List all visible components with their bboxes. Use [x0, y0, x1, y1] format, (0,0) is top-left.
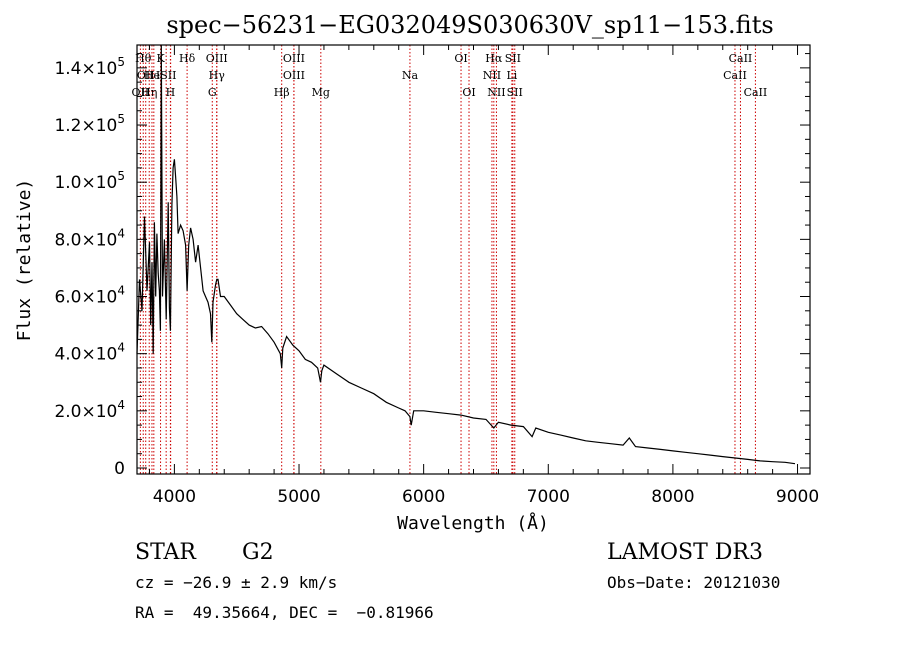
spectral-line-label: OI [454, 52, 467, 65]
y-tick-label: 2.0×104 [54, 398, 125, 422]
spectral-line-label: Na [402, 69, 419, 82]
y-tick-label: 8.0×104 [54, 226, 125, 250]
object-class: STAR [135, 540, 197, 565]
spectral-line-label: Hγ [209, 69, 226, 82]
spectral-line-label: CaII [729, 52, 753, 65]
y-tick-label: 1.4×105 [54, 55, 125, 79]
x-tick-label: 4000 [153, 487, 196, 507]
spectral-line-label: Hη [141, 86, 157, 99]
y-tick-label: 1.0×105 [54, 169, 125, 193]
x-axis-ticks: 4000 5000 6000 7000 8000 9000 [148, 45, 819, 507]
y-tick-label: 4.0×104 [54, 341, 125, 365]
spectral-line-label: SII [507, 86, 523, 99]
redshift-velocity: cz = −26.9 ± 2.9 km/s [135, 573, 337, 592]
spectral-line-label: G [208, 86, 217, 99]
spectral-line-label: CaII [744, 86, 768, 99]
chart-title: spec−56231−EG032049S030630V_sp11−153.fit… [166, 11, 773, 39]
spectral-line-label: OII [137, 69, 155, 82]
spectral-line-label: Hα [485, 52, 503, 65]
x-tick-label: 5000 [277, 487, 320, 507]
spectral-line-label: Hθ [135, 52, 152, 65]
y-tick-label: 1.2×105 [54, 112, 125, 136]
spectral-line-label: Hδ [179, 52, 196, 65]
y-tick-label: 6.0×104 [54, 284, 125, 308]
object-subclass: G2 [242, 540, 274, 565]
spectral-line-label: H [166, 86, 176, 99]
spectral-line-label: OIII [206, 52, 228, 65]
spectral-line-label: NII [487, 86, 505, 99]
spectral-line-label: ISII [156, 69, 177, 82]
spectral-line-label: CaII [723, 69, 747, 82]
x-axis-label: Wavelength (Å) [397, 512, 549, 534]
spectral-line-label: Hβ [274, 86, 290, 99]
y-axis-ticks: 0 2.0×104 4.0×104 6.0×104 8.0×104 1.0×105 1.2×… [54, 53, 810, 479]
coordinates: RA = 49.35664, DEC = −0.81966 [135, 603, 434, 622]
spectral-line-label: OI [462, 86, 475, 99]
spectral-line-label: He [144, 69, 160, 82]
spectral-line-label: NII [483, 69, 501, 82]
survey-name: LAMOST DR3 [607, 540, 763, 565]
spectral-line-markers [139, 45, 756, 474]
spectrum-series-line [136, 44, 796, 465]
spectral-line-label: SII [505, 52, 521, 65]
y-tick-label: 0 [114, 459, 125, 479]
spectral-line-label: Mg [312, 86, 330, 99]
spectral-line-label: OIII [283, 69, 305, 82]
spectral-line-label: OIII [283, 52, 305, 65]
spectral-line-label: OII [132, 86, 150, 99]
x-tick-label: 8000 [651, 487, 694, 507]
plot-frame [136, 44, 811, 475]
x-tick-label: 6000 [402, 487, 445, 507]
y-axis-label: Flux (relative) [14, 179, 35, 342]
observation-date: Obs−Date: 20121030 [607, 573, 780, 592]
x-tick-label: 9000 [776, 487, 819, 507]
spectral-line-label: Li [506, 69, 517, 82]
x-tick-label: 7000 [527, 487, 570, 507]
